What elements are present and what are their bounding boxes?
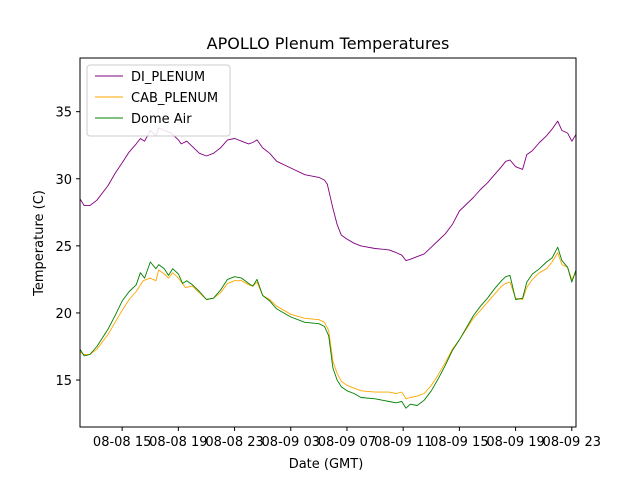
x-tick-label: 08-09 11 — [374, 435, 432, 450]
y-tick-label: 35 — [55, 106, 72, 121]
chart-title: APOLLO Plenum Temperatures — [207, 34, 450, 53]
x-tick-label: 08-09 03 — [262, 435, 320, 450]
legend-entry-label: Dome Air — [131, 112, 192, 127]
legend: DI_PLENUM CAB_PLENUM Dome Air — [86, 64, 231, 137]
y-axis: 15 20 25 30 35 — [55, 106, 80, 389]
x-tick-label: 08-09 15 — [430, 435, 488, 450]
y-tick-label: 15 — [55, 374, 72, 389]
x-axis-label: Date (GMT) — [289, 457, 364, 472]
x-tick-label: 08-08 23 — [205, 435, 263, 450]
legend-entry-label: CAB_PLENUM — [131, 91, 218, 106]
x-tick-label: 08-09 07 — [318, 435, 376, 450]
x-tick-label: 08-08 19 — [149, 435, 207, 450]
y-axis-label: Temperature (C) — [32, 190, 47, 297]
series-line-dome-air — [79, 246, 577, 409]
axes-frame — [79, 57, 577, 428]
x-tick-label: 08-09 23 — [543, 435, 601, 450]
x-tick-label: 08-09 19 — [486, 435, 544, 450]
x-tick-label: 08-08 15 — [93, 435, 151, 450]
series-line-cab-plenum — [79, 252, 577, 400]
y-tick-label: 25 — [55, 240, 72, 255]
legend-entry-label: DI_PLENUM — [131, 70, 205, 85]
y-tick-label: 30 — [55, 173, 72, 188]
y-tick-label: 20 — [55, 307, 72, 322]
